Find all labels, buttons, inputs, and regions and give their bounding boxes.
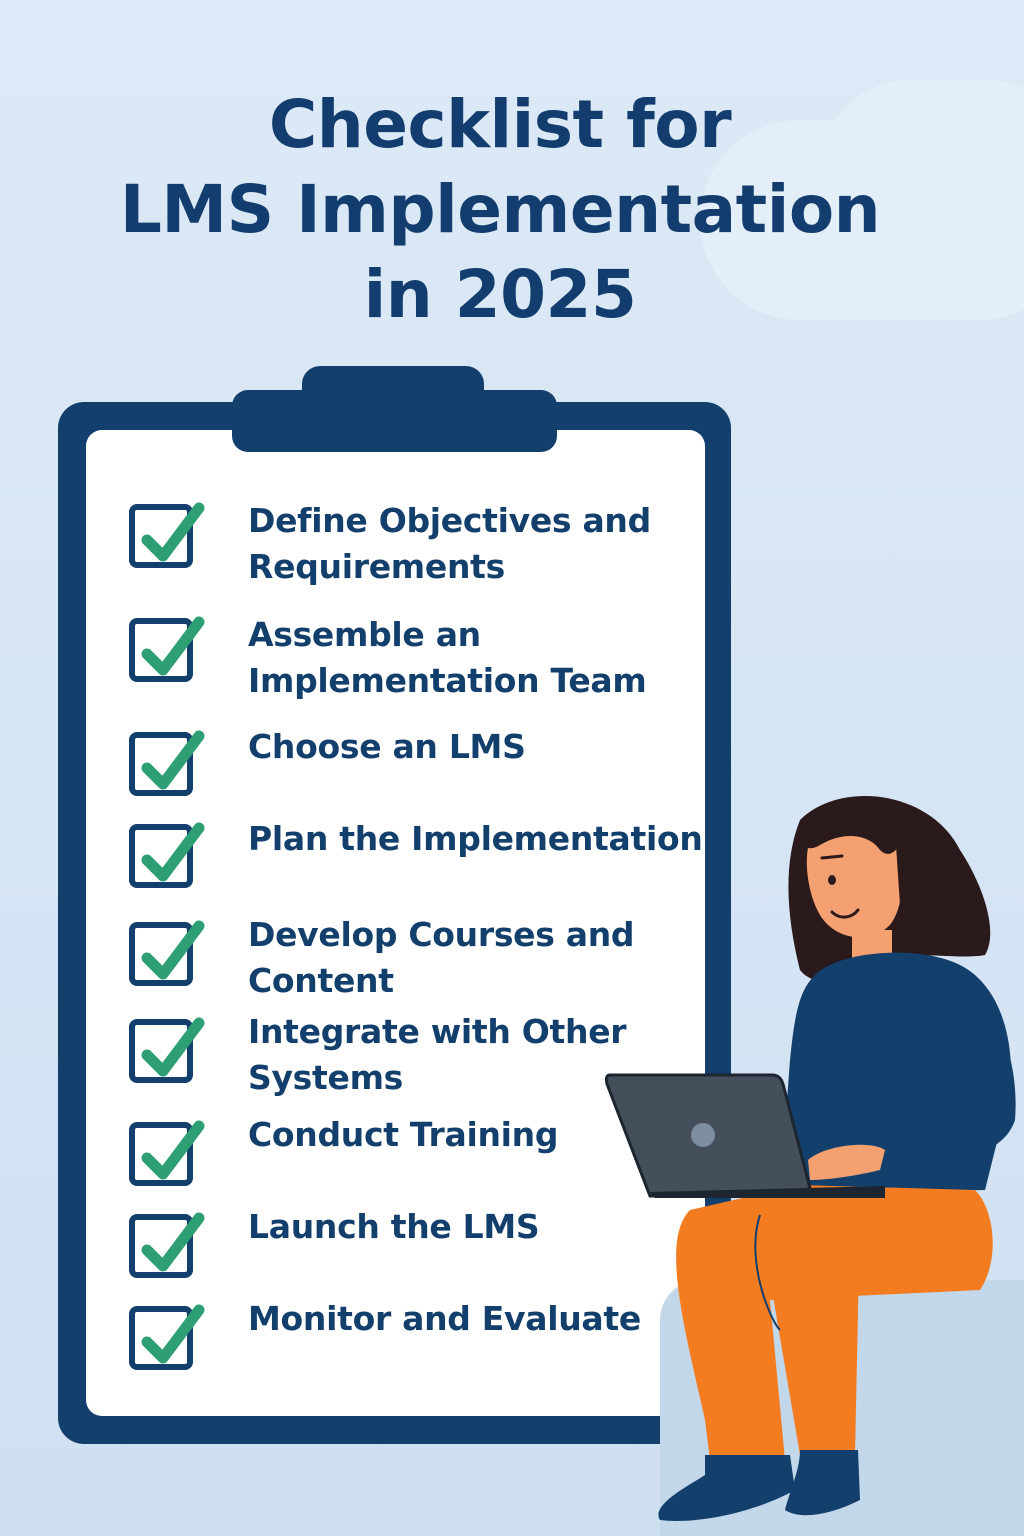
checkbox xyxy=(129,1212,205,1278)
checklist-item-line: Conduct Training xyxy=(248,1115,559,1154)
checklist-item-text: Develop Courses and Content xyxy=(248,912,708,1004)
checklist-item-line: Launch the LMS xyxy=(248,1207,540,1246)
checkbox xyxy=(129,822,205,888)
woman-with-laptop-illustration xyxy=(604,796,1016,1521)
background-cloud xyxy=(820,80,1024,260)
title-line: in 2025 xyxy=(363,256,637,333)
check-icon xyxy=(141,616,205,676)
clipboard-clip xyxy=(232,390,557,452)
checklist-item-text: Conduct Training xyxy=(248,1112,708,1158)
checklist-item-line: Assemble an xyxy=(248,615,481,654)
checkbox xyxy=(129,1120,205,1186)
checklist-item-line: Requirements xyxy=(248,547,505,586)
checklist-item-text: Launch the LMS xyxy=(248,1204,708,1250)
checklist-item-line: Define Objectives and xyxy=(248,501,651,540)
title-line: Checklist for xyxy=(268,86,732,163)
check-icon xyxy=(141,730,205,790)
checkbox xyxy=(129,920,205,986)
check-icon xyxy=(141,1120,205,1180)
checklist-item-text: Plan the Implementation xyxy=(248,816,708,862)
checklist-item-text: Integrate with Other Systems xyxy=(248,1009,708,1101)
checklist-item-text: Assemble an Implementation Team xyxy=(248,612,708,704)
checklist-item-line: Plan the Implementation xyxy=(248,819,703,858)
check-icon xyxy=(141,822,205,882)
checkbox xyxy=(129,730,205,796)
check-icon xyxy=(141,502,205,562)
checklist-item-line: Implementation Team xyxy=(248,661,647,700)
checklist-item-line: Integrate with Other xyxy=(248,1012,627,1051)
checklist-item-line: Develop Courses and xyxy=(248,915,635,954)
checklist-item-line: Choose an LMS xyxy=(248,727,526,766)
check-icon xyxy=(141,1017,205,1077)
checkbox xyxy=(129,616,205,682)
check-icon xyxy=(141,1304,205,1364)
checklist-item-text: Choose an LMS xyxy=(248,724,708,770)
title-line: LMS Implementation xyxy=(119,171,881,248)
checkbox xyxy=(129,502,205,568)
check-icon xyxy=(141,920,205,980)
checklist-item-text: Define Objectives and Requirements xyxy=(248,498,708,590)
check-icon xyxy=(141,1212,205,1272)
checklist-item-line: Content xyxy=(248,961,394,1000)
checklist-item-line: Monitor and Evaluate xyxy=(248,1299,641,1338)
checklist-item-line: Systems xyxy=(248,1058,404,1097)
checklist-item-text: Monitor and Evaluate xyxy=(248,1296,708,1342)
page-title: Checklist for LMS Implementation in 2025 xyxy=(40,82,960,337)
checkbox xyxy=(129,1017,205,1083)
checkbox xyxy=(129,1304,205,1370)
